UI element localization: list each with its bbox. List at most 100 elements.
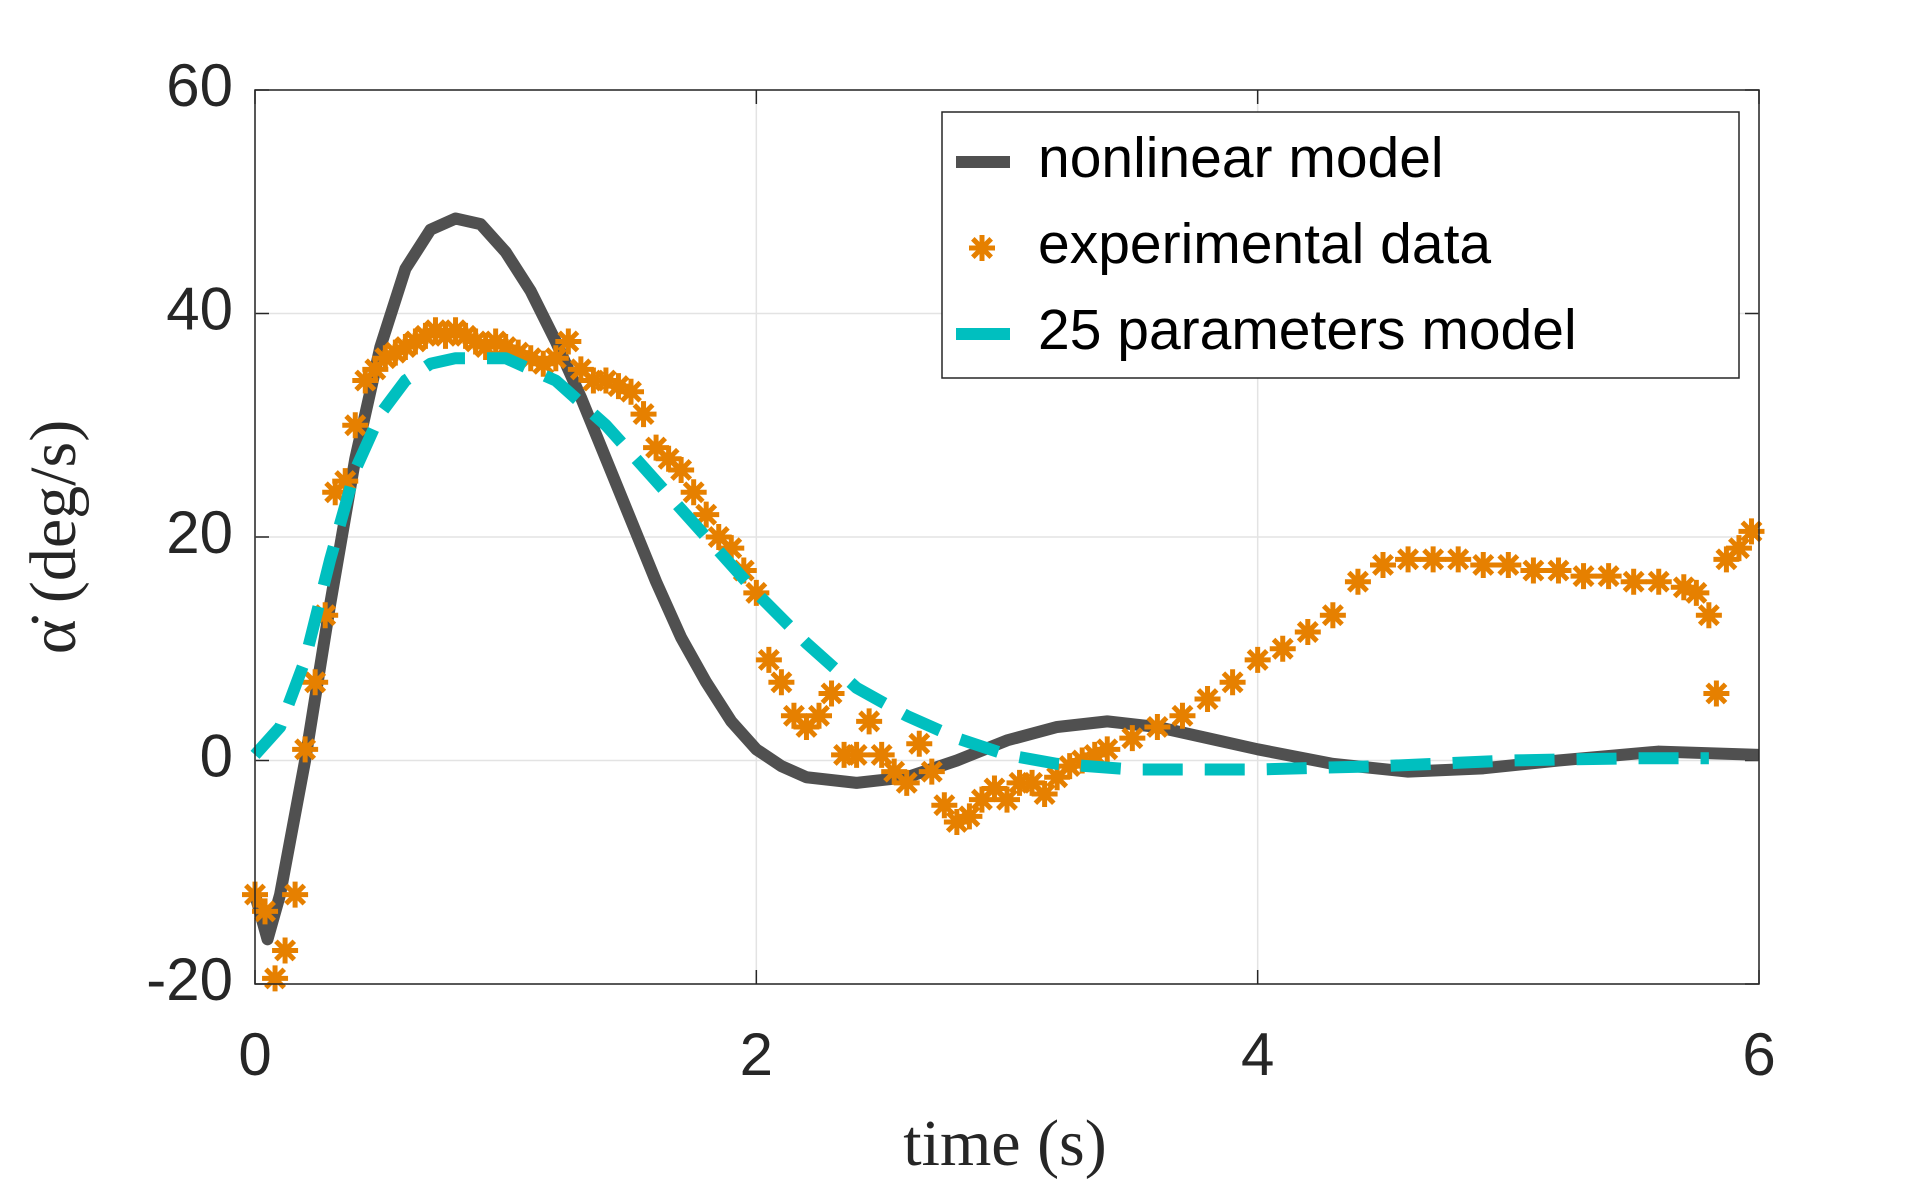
data-point: [868, 741, 895, 768]
data-point: [592, 367, 619, 394]
data-point: [705, 524, 732, 550]
data-point: [1683, 579, 1710, 606]
y-tick-label: 20: [166, 499, 233, 566]
data-point: [332, 468, 359, 495]
legend-label: nonlinear model: [1038, 126, 1444, 190]
data-point: [1370, 551, 1396, 578]
legend: nonlinear model experimental data 25 param…: [941, 111, 1740, 379]
data-point: [312, 602, 339, 629]
data-point: [1495, 551, 1522, 578]
data-point: [856, 708, 883, 735]
x-tick-label: 2: [740, 1021, 773, 1088]
plot-data: [242, 212, 1765, 992]
data-point: [1056, 753, 1083, 780]
data-point: [693, 501, 720, 528]
data-point: [422, 317, 449, 344]
data-point: [1470, 551, 1497, 578]
data-point: [432, 322, 459, 349]
data-point: [806, 702, 832, 729]
data-point: [968, 786, 995, 813]
data-point: [1713, 546, 1740, 573]
data-point: [1570, 563, 1597, 590]
data-point: [382, 339, 409, 366]
data-point: [981, 775, 1008, 802]
data-point: [1725, 535, 1752, 562]
data-point: [1031, 781, 1058, 808]
data-point: [1520, 557, 1547, 584]
data-point: [462, 328, 489, 355]
data-point: [567, 356, 594, 383]
data-point: [1319, 602, 1346, 629]
data-point: [542, 345, 569, 372]
legend-marker: [969, 235, 995, 261]
data-point: [1670, 574, 1697, 601]
data-point: [1194, 686, 1221, 713]
data-point: [1244, 646, 1271, 673]
data-point: [643, 434, 670, 461]
data-point: [1420, 546, 1447, 573]
data-point: [262, 965, 289, 992]
line: [250, 352, 1709, 776]
y-tick-label: 40: [166, 275, 233, 342]
data-point: [1144, 713, 1171, 740]
data-point: [931, 792, 958, 819]
data-point: [1445, 546, 1472, 573]
data-point: [442, 317, 469, 344]
data-point: [956, 803, 983, 830]
x-tick-label: 6: [1742, 1021, 1775, 1088]
data-point: [352, 367, 379, 394]
x-tick-label: 0: [238, 1021, 271, 1088]
data-point: [322, 479, 349, 506]
data-point: [605, 373, 632, 400]
data-point: [1738, 518, 1765, 545]
data-point: [1695, 602, 1722, 629]
axes-box: [254, 89, 1760, 985]
data-point: [272, 937, 299, 964]
data-point: [1645, 568, 1672, 595]
data-point: [472, 334, 499, 361]
data-point: [1294, 618, 1321, 645]
data-point: [252, 898, 279, 925]
data-point: [893, 769, 920, 796]
data-point: [768, 669, 795, 696]
data-point: [630, 401, 657, 428]
data-point: [412, 322, 439, 349]
data-point: [743, 579, 770, 606]
legend-label: 25 parameters model: [1038, 298, 1577, 362]
data-point: [994, 786, 1020, 813]
data-point: [780, 702, 807, 729]
data-point: [392, 334, 419, 361]
data-point: [517, 345, 544, 372]
x-axis-label: time (s): [903, 1107, 1106, 1180]
data-point: [1044, 764, 1071, 791]
data-point: [881, 758, 908, 785]
data-point: [282, 881, 309, 908]
y-tick-label: -20: [146, 946, 233, 1013]
data-point: [530, 350, 557, 377]
data-point: [793, 713, 820, 740]
y-tick-label: 0: [200, 722, 233, 789]
data-point: [1081, 741, 1108, 768]
data-point: [492, 334, 519, 361]
data-point: [402, 328, 429, 355]
data-point: [292, 736, 319, 763]
data-point: [906, 730, 933, 757]
data-point: [843, 741, 870, 768]
x-tick-label: 4: [1241, 1021, 1274, 1088]
y-tick-label: 60: [166, 52, 233, 119]
data-point: [1545, 557, 1572, 584]
data-point: [668, 456, 695, 483]
data-point: [755, 646, 782, 673]
line: [249, 212, 1760, 946]
data-point: [680, 479, 707, 506]
legend-box: [941, 111, 1740, 379]
data-point: [1219, 669, 1246, 696]
data-point: [362, 356, 389, 383]
data-point: [482, 328, 509, 355]
data-point: [1620, 568, 1647, 595]
data-point: [618, 378, 644, 405]
data-point: [718, 535, 745, 562]
data-point: [818, 680, 845, 707]
data-point: [655, 445, 682, 472]
data-point: [1344, 568, 1371, 595]
